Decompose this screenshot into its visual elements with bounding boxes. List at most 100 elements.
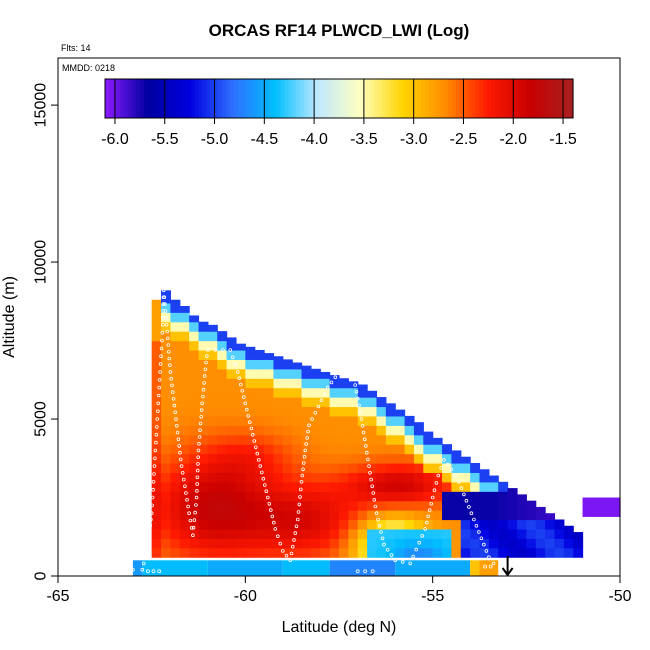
heatmap-cell	[432, 519, 443, 530]
colorbar-swatch	[327, 79, 332, 118]
colorbar-tick-label: -4.5	[251, 131, 279, 148]
heatmap-cell	[245, 378, 256, 389]
heatmap-cell	[404, 425, 415, 436]
heatmap-cell	[479, 500, 490, 511]
heatmap-cell	[395, 528, 406, 539]
heatmap-cell	[310, 510, 321, 521]
heatmap-cell	[432, 462, 443, 473]
heatmap-cell	[348, 397, 359, 408]
heatmap-cell	[189, 397, 200, 408]
heatmap-cell	[404, 528, 415, 539]
heatmap-cell	[245, 359, 256, 370]
heatmap-cell	[282, 472, 293, 483]
colorbar-tick-label: -4.0	[300, 131, 328, 148]
flight-track-point	[355, 569, 360, 574]
flight-track-point	[194, 495, 199, 500]
heatmap-cell	[385, 528, 396, 539]
colorbar-swatch	[401, 79, 406, 118]
flight-track-point	[156, 393, 161, 398]
flight-track-point	[297, 502, 302, 507]
heatmap-cell	[320, 415, 331, 426]
heatmap-cell	[376, 510, 387, 521]
heatmap-cell	[442, 547, 452, 558]
flight-track-point	[152, 464, 157, 468]
flight-track-point	[161, 309, 166, 313]
heatmap-cell	[170, 547, 181, 558]
heatmap-cell	[348, 500, 359, 511]
flight-track-point	[264, 489, 269, 494]
colorbar-swatch	[569, 79, 574, 118]
heatmap-cell	[357, 519, 368, 530]
heatmap-cell	[404, 415, 415, 426]
heatmap-cell	[301, 519, 312, 530]
heatmap-cell	[226, 528, 237, 539]
flight-track-point	[158, 370, 162, 374]
flight-track-point	[182, 477, 186, 482]
heatmap-cell	[161, 368, 171, 379]
flight-track-point	[337, 370, 341, 374]
flight-track-point	[157, 385, 162, 390]
heatmap-cell	[151, 547, 162, 558]
heatmap-cell	[189, 453, 200, 464]
heatmap-cell	[161, 321, 171, 332]
heatmap-cell	[273, 481, 284, 492]
heatmap-cell	[545, 519, 556, 530]
flight-track-point	[464, 498, 469, 503]
heatmap-cell	[189, 321, 200, 332]
heatmap-cell	[198, 406, 209, 417]
heatmap-cell	[339, 387, 349, 398]
heatmap-cell	[339, 472, 349, 483]
heatmap-cell	[264, 538, 275, 549]
heatmap-cell	[320, 397, 331, 408]
heatmap-cell	[329, 378, 340, 389]
heatmap-cell	[301, 538, 312, 549]
heatmap-cell	[235, 491, 246, 502]
heatmap-cell	[198, 462, 209, 473]
heatmap-cell	[320, 406, 331, 417]
heatmap-cell	[235, 453, 246, 464]
heatmap-cell	[339, 538, 349, 549]
heatmap-cell	[432, 472, 443, 483]
colorbar-swatch	[245, 79, 250, 118]
heatmap-cell	[451, 491, 462, 502]
heatmap-cell	[348, 528, 359, 539]
flight-track-point	[363, 569, 368, 574]
flight-track-point	[358, 410, 363, 415]
heatmap-cell	[395, 415, 406, 426]
heatmap-cell	[292, 472, 303, 483]
colorbar-swatch	[124, 79, 129, 118]
flight-track-point	[355, 396, 360, 401]
heatmap-cell	[292, 362, 303, 370]
flight-track-point	[371, 491, 376, 495]
flight-track-point	[155, 425, 159, 429]
heatmap-cell	[423, 491, 434, 502]
heatmap-cell	[367, 390, 378, 398]
heatmap-cell	[151, 519, 162, 530]
heatmap-cell	[573, 538, 584, 549]
flight-track-point	[159, 354, 163, 359]
heatmap-cell	[264, 500, 275, 511]
heatmap-cell	[264, 434, 275, 445]
heatmap-cell	[161, 481, 171, 492]
heatmap-cell	[273, 444, 284, 455]
heatmap-cell	[451, 510, 462, 521]
heatmap-cell	[460, 547, 471, 558]
heatmap-cell	[254, 528, 265, 539]
flight-track-point	[374, 511, 379, 516]
heatmap-cell	[329, 415, 340, 426]
heatmap-cell	[179, 321, 190, 332]
colorbar-tick-label: -2.5	[450, 131, 478, 148]
heatmap-cell	[348, 434, 359, 445]
heatmap-cell	[329, 453, 340, 464]
heatmap-cell	[357, 500, 368, 511]
heatmap-cell	[498, 538, 509, 549]
heatmap-cell	[442, 444, 452, 455]
flight-track-point	[420, 533, 425, 538]
flight-track-point	[198, 428, 202, 433]
colorbar-swatch	[257, 79, 262, 118]
colorbar-swatch	[303, 79, 309, 118]
flight-track-point	[166, 343, 171, 347]
heatmap-cell	[292, 415, 303, 426]
heatmap-cell	[601, 497, 612, 508]
heatmap-cell	[395, 425, 406, 436]
